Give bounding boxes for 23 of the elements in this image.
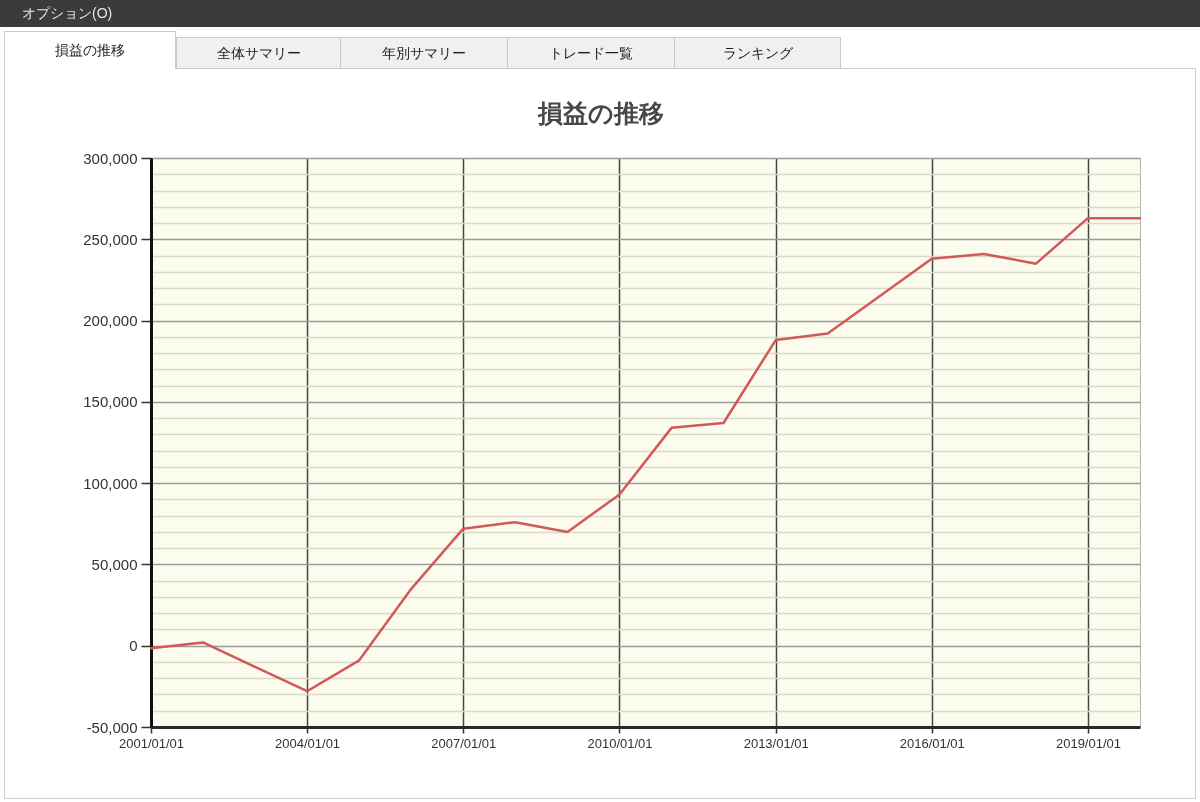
y-tick-label: 250,000 — [83, 230, 138, 248]
x-tick-label: 2010/01/01 — [587, 735, 653, 751]
y-tick-label: 0 — [129, 637, 138, 655]
x-tick-label: 2001/01/01 — [118, 735, 185, 751]
x-tick-label: 2007/01/01 — [431, 735, 497, 751]
x-tick-label: 2019/01/01 — [1055, 735, 1122, 751]
line-series — [149, 216, 1142, 693]
tab: 年別サマリー — [340, 37, 508, 69]
tab: ランキング — [674, 37, 841, 69]
tab: 全体サマリー — [176, 37, 341, 69]
y-tick-label: 150,000 — [83, 393, 138, 411]
x-tick-label: 2004/01/01 — [275, 735, 341, 751]
chart-title: 損益の推移 — [536, 99, 664, 128]
y-tick-label: 100,000 — [83, 474, 138, 492]
tab: トレード一覧 — [507, 37, 675, 69]
y-tick-label: 50,000 — [91, 555, 138, 573]
y-tick-label: 300,000 — [83, 149, 138, 167]
y-tick-label: 200,000 — [83, 312, 138, 330]
menu-bar: オプション(O) — [0, 0, 1200, 27]
x-tick-label: 2013/01/01 — [743, 735, 809, 751]
selected-tab: 損益の推移 — [4, 31, 176, 69]
y-tick-label: -50,000 — [86, 718, 138, 736]
x-tick-label: 2016/01/01 — [899, 735, 965, 751]
